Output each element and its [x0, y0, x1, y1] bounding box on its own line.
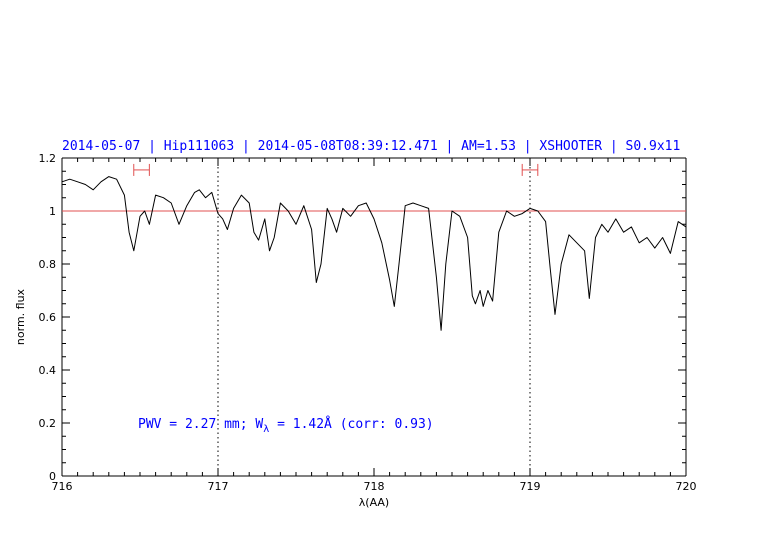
x-tick-label: 719 — [520, 480, 541, 493]
spectrum-series — [61, 176, 687, 331]
x-tick-labels: 716 717 718 719 720 — [52, 480, 697, 493]
x-tick-label: 720 — [676, 480, 697, 493]
y-tick-label: 0 — [49, 470, 56, 483]
x-axis-label: λ(AA) — [359, 496, 389, 509]
x-tick-label: 718 — [364, 480, 385, 493]
y-tick-label: 1.2 — [39, 152, 57, 165]
x-tick-label: 717 — [208, 480, 229, 493]
spectrum-line — [61, 176, 687, 331]
chart-title: 2014-05-07 | Hip111063 | 2014-05-08T08:3… — [62, 139, 680, 154]
pwv-annotation-suffix: = 1.42Å (corr: 0.93) — [269, 416, 433, 432]
axis-ticks — [61, 157, 687, 477]
pwv-annotation-subscript: λ — [263, 424, 269, 435]
wavelength-markers — [62, 158, 686, 476]
pwv-annotation-prefix: PWV = 2.27 mm; W — [138, 417, 263, 432]
pwv-annotation: PWV = 2.27 mm; Wλ = 1.42Å (corr: 0.93) — [138, 416, 434, 435]
y-tick-label: 0.8 — [39, 258, 57, 271]
y-tick-label: 0.2 — [39, 417, 57, 430]
y-tick-label: 0.4 — [39, 364, 57, 377]
y-tick-label: 1 — [49, 205, 56, 218]
y-tick-labels: 0 0.2 0.4 0.6 0.8 1 1.2 — [39, 152, 57, 483]
y-tick-label: 0.6 — [39, 311, 57, 324]
x-tick-label: 716 — [52, 480, 73, 493]
y-axis-label: norm. flux — [14, 288, 27, 345]
